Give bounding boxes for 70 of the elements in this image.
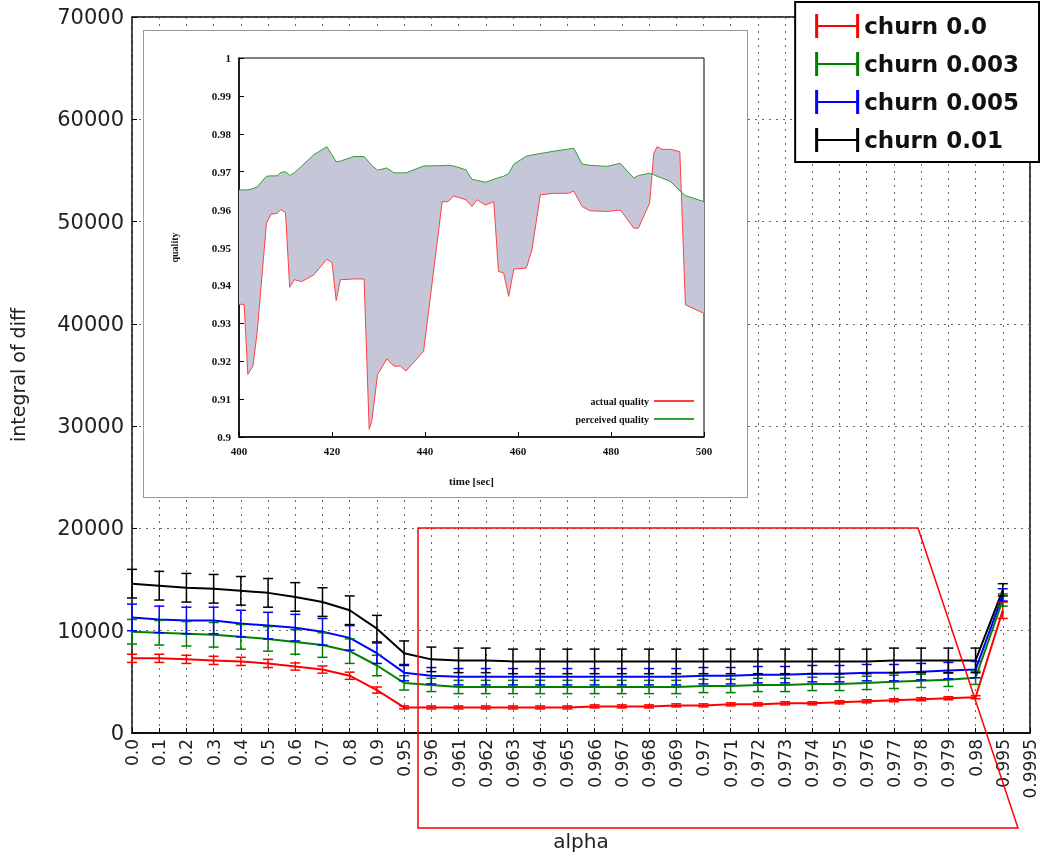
x-tick-label: 0.4 — [230, 739, 251, 767]
y-tick-label: 0.96 — [211, 203, 232, 216]
legend-label: perceived quality — [575, 413, 649, 425]
x-tick-label: 0.979 — [938, 739, 959, 788]
x-tick-label: 0.962 — [475, 739, 496, 788]
legend-label: churn 0.0 — [864, 13, 987, 39]
x-tick-label: 0.971 — [720, 739, 741, 788]
x-tick-label: 480 — [602, 444, 620, 457]
x-tick-label: 0.9995 — [1020, 739, 1040, 799]
x-tick-label: 0.978 — [911, 739, 932, 788]
y-tick-label: 50000 — [57, 209, 124, 234]
y-tick-label: 0.95 — [211, 241, 232, 254]
x-axis-title: time [sec] — [449, 474, 494, 487]
y-tick-label: 10000 — [57, 618, 124, 643]
y-tick-label: 0.93 — [211, 317, 232, 330]
y-tick-label: 70000 — [57, 5, 124, 29]
x-tick-label: 0.976 — [856, 739, 877, 788]
y-tick-label: 1 — [225, 52, 231, 64]
y-tick-label: 0 — [110, 721, 124, 745]
y-tick-label: 20000 — [57, 516, 124, 541]
x-tick-label: 0.967 — [611, 739, 632, 788]
legend-label: churn 0.005 — [864, 89, 1019, 115]
x-tick-label: 0.9 — [366, 739, 387, 767]
x-tick-label: 400 — [230, 444, 248, 457]
y-tick-label: 0.99 — [211, 89, 232, 102]
y-tick-label: 0.94 — [211, 279, 232, 292]
y-tick-label: 0.97 — [211, 165, 232, 178]
y-axis-title: quality — [168, 232, 180, 263]
x-tick-label: 0.7 — [312, 739, 333, 767]
legend-label: churn 0.01 — [864, 127, 1003, 153]
line-series — [238, 146, 705, 203]
x-tick-label: 0.97 — [693, 739, 714, 777]
x-tick-label: 0.0 — [122, 739, 142, 767]
x-tick-label: 0.98 — [965, 739, 986, 777]
x-tick-label: 0.961 — [448, 739, 469, 788]
y-tick-label: 0.92 — [211, 355, 232, 368]
x-tick-label: 440 — [416, 444, 434, 457]
x-tick-label: 0.964 — [530, 739, 551, 788]
x-tick-label: 0.969 — [666, 739, 687, 788]
x-tick-label: 0.973 — [775, 739, 796, 788]
legend-label: churn 0.003 — [864, 51, 1019, 77]
x-tick-label: 420 — [323, 444, 341, 457]
x-tick-label: 0.6 — [285, 739, 306, 767]
x-tick-label: 500 — [695, 444, 713, 457]
x-tick-label: 0.95 — [394, 739, 415, 777]
legend-label: actual quality — [590, 395, 649, 407]
x-tick-label: 0.3 — [203, 739, 224, 767]
x-tick-label: 0.96 — [421, 739, 442, 777]
x-tick-label: 0.5 — [258, 739, 279, 767]
x-tick-label: 0.965 — [557, 739, 578, 788]
x-tick-label: 0.968 — [639, 739, 660, 788]
x-tick-label: 0.2 — [176, 739, 197, 767]
x-tick-label: 0.977 — [883, 739, 904, 788]
x-tick-label: 0.8 — [339, 739, 360, 767]
x-tick-label: 0.975 — [829, 739, 850, 788]
x-tick-label: 0.1 — [149, 739, 170, 767]
y-tick-label: 60000 — [57, 107, 124, 132]
y-tick-label: 0.98 — [211, 127, 232, 140]
y-tick-label: 40000 — [57, 311, 124, 336]
x-tick-label: 0.974 — [802, 739, 823, 788]
x-tick-label: 460 — [509, 444, 527, 457]
y-axis-title: integral of diff — [6, 307, 29, 443]
x-tick-label: 0.963 — [502, 739, 523, 788]
x-tick-label: 0.972 — [747, 739, 768, 788]
y-tick-label: 30000 — [57, 414, 124, 439]
x-tick-label: 0.966 — [584, 739, 605, 788]
x-axis-title: alpha — [553, 829, 609, 853]
y-tick-label: 0.91 — [211, 393, 231, 406]
y-tick-label: 0.9 — [217, 431, 232, 443]
x-tick-label: 0.995 — [992, 739, 1013, 788]
